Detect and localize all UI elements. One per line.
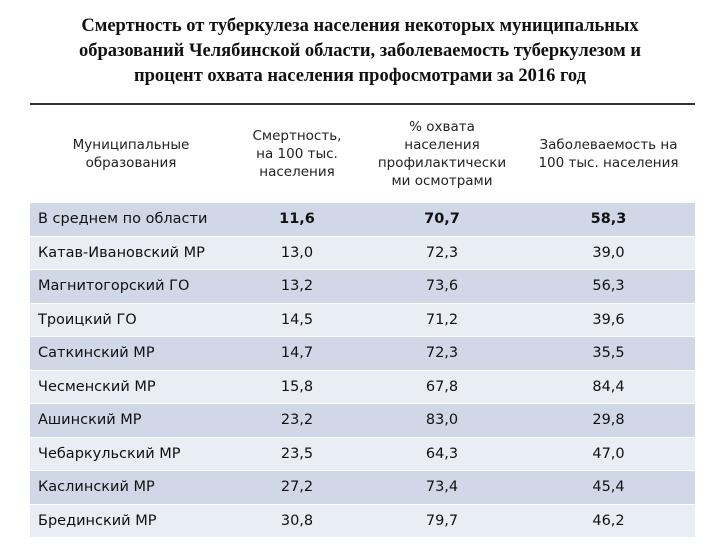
cell: 27,2 — [232, 470, 362, 505]
cell: 72,3 — [362, 236, 522, 270]
cell: 46,2 — [522, 504, 695, 538]
table-row: Брединский МР 30,8 79,7 46,2 — [30, 504, 695, 538]
header-line: профилактически — [377, 154, 507, 171]
cell: 23,5 — [232, 437, 362, 471]
table-row: Магнитогорский ГО 13,2 73,6 56,3 — [30, 269, 695, 304]
cell: 79,7 — [362, 504, 522, 538]
row-label: Катав-Ивановский МР — [30, 236, 232, 270]
table-row: Чесменский МР 15,8 67,8 84,4 — [30, 370, 695, 404]
row-label: Чесменский МР — [30, 370, 232, 404]
table-row: В среднем по области 11,6 70,7 58,3 — [30, 202, 695, 237]
table-row: Чебаркульский МР 23,5 64,3 47,0 — [30, 437, 695, 471]
cell: 73,6 — [362, 269, 522, 304]
row-label: Чебаркульский МР — [30, 437, 232, 471]
cell: 30,8 — [232, 504, 362, 538]
cell: 73,4 — [362, 470, 522, 505]
cell: 23,2 — [232, 403, 362, 438]
row-label: Саткинский МР — [30, 336, 232, 371]
table-row: Катав-Ивановский МР 13,0 72,3 39,0 — [30, 236, 695, 270]
cell: 15,8 — [232, 370, 362, 404]
table-row: Саткинский МР 14,7 72,3 35,5 — [30, 336, 695, 371]
column-header: Смертность, на 100 тыс. населения — [232, 103, 362, 203]
row-label: Ашинский МР — [30, 403, 232, 438]
cell: 47,0 — [522, 437, 695, 471]
cell: 83,0 — [362, 403, 522, 438]
cell: 67,8 — [362, 370, 522, 404]
title-line: образований Челябинской области, заболев… — [78, 41, 642, 61]
header-line: 100 тыс. населения — [538, 154, 679, 171]
row-label: Брединский МР — [30, 504, 232, 538]
cell: 58,3 — [522, 202, 695, 237]
table: Муниципальные образования Смертность, на 10… — [30, 103, 695, 538]
header-line: ми осмотрами — [391, 172, 493, 189]
header-line: Смертность, — [252, 127, 342, 144]
title-line: процент охвата населения профосмотрами з… — [133, 66, 587, 86]
table-row: Троицкий ГО 14,5 71,2 39,6 — [30, 303, 695, 337]
title: Смертность от туберкулеза населения неко… — [0, 14, 720, 89]
cell: 39,6 — [522, 303, 695, 337]
cell: 13,0 — [232, 236, 362, 270]
cell: 72,3 — [362, 336, 522, 371]
header-line: образования — [85, 154, 177, 171]
cell: 64,3 — [362, 437, 522, 471]
cell: 14,5 — [232, 303, 362, 337]
header-line: на 100 тыс. — [256, 145, 338, 162]
cell: 39,0 — [522, 236, 695, 270]
cell: 11,6 — [232, 202, 362, 237]
column-header: Заболеваемость на 100 тыс. населения — [522, 103, 695, 203]
row-label: В среднем по области — [30, 202, 232, 237]
cell: 70,7 — [362, 202, 522, 237]
column-header: % охвата населения профилактически ми осмот… — [362, 103, 522, 203]
row-label: Троицкий ГО — [30, 303, 232, 337]
cell: 29,8 — [522, 403, 695, 438]
cell: 45,4 — [522, 470, 695, 505]
table-row: Ашинский МР 23,2 83,0 29,8 — [30, 403, 695, 438]
table-body: В среднем по области 11,6 70,7 58,3 Катав-Ив… — [30, 202, 695, 538]
cell: 14,7 — [232, 336, 362, 371]
header-line: Муниципальные — [72, 136, 190, 153]
cell: 35,5 — [522, 336, 695, 371]
row-label: Магнитогорский ГО — [30, 269, 232, 304]
header-line: населения — [404, 136, 480, 153]
header-line: % охвата — [409, 118, 475, 135]
row-label: Каслинский МР — [30, 470, 232, 505]
header-line: Заболеваемость на — [539, 136, 678, 153]
header-row: Муниципальные образования Смертность, на 10… — [30, 103, 695, 203]
cell: 13,2 — [232, 269, 362, 304]
table-row: Каслинский МР 27,2 73,4 45,4 — [30, 470, 695, 505]
column-header: Муниципальные образования — [30, 103, 232, 203]
cell: 84,4 — [522, 370, 695, 404]
cell: 56,3 — [522, 269, 695, 304]
title-line: Смертность от туберкулеза населения неко… — [81, 16, 639, 36]
cell: 71,2 — [362, 303, 522, 337]
header-line: населения — [259, 163, 335, 180]
